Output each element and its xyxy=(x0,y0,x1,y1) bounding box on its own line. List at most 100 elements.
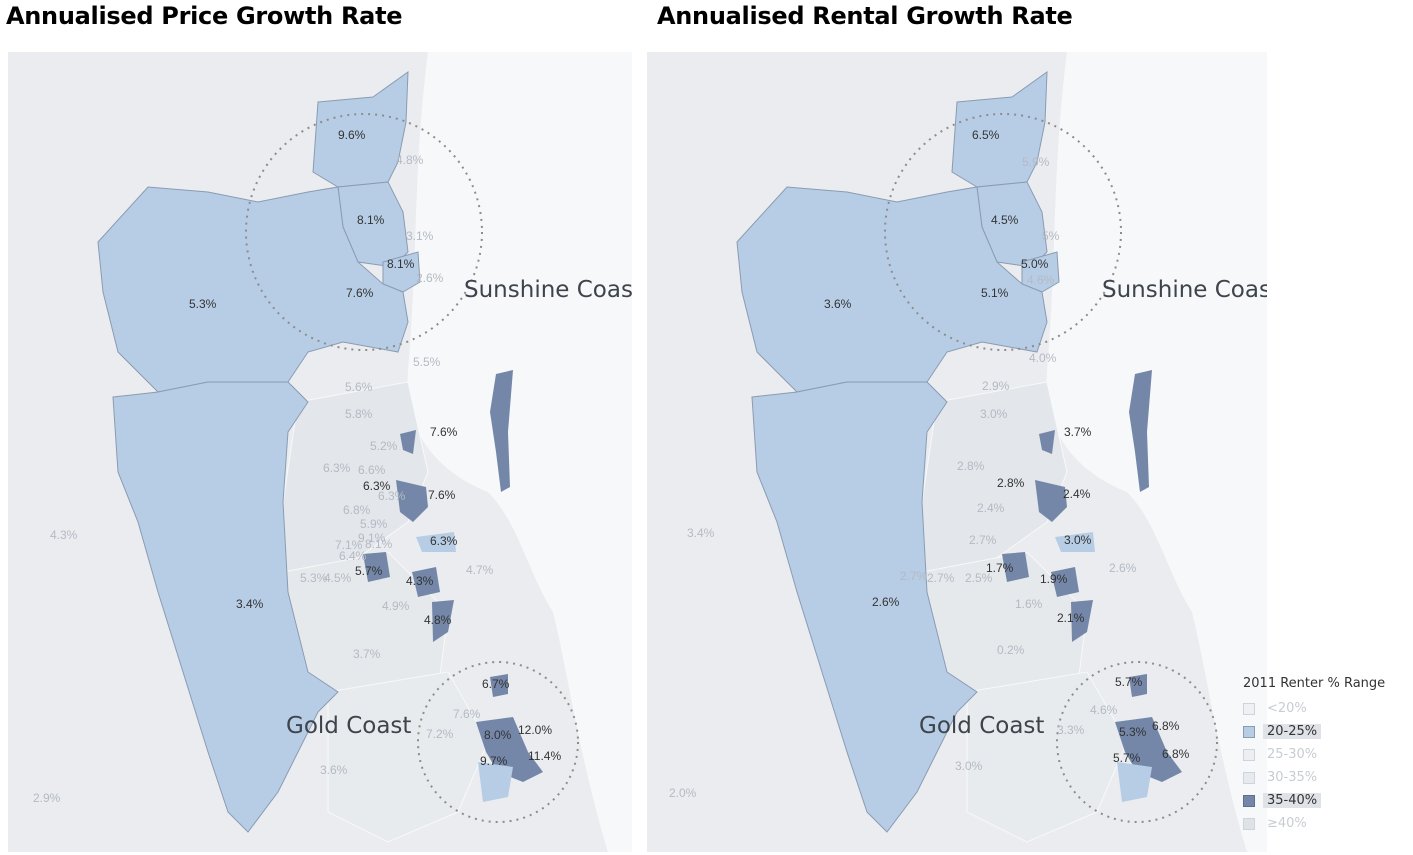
label: 12.0% xyxy=(518,723,552,737)
svg-text:2.8%: 2.8% xyxy=(957,459,985,473)
svg-text:5.9%: 5.9% xyxy=(1022,155,1050,169)
price-growth-map[interactable]: 9.6% 8.1% 8.1% 7.6% 5.3% 3.4% 7.6% 6.3% … xyxy=(8,52,632,852)
label: 6.3% xyxy=(363,479,391,493)
legend-swatch xyxy=(1243,771,1255,784)
label: 8.1% xyxy=(387,257,415,271)
legend-label: 35-40% xyxy=(1263,793,1322,808)
map-legend: 2011 Renter % Range <20% 20-25% 25-30% 3… xyxy=(1243,676,1411,835)
svg-text:6.8%: 6.8% xyxy=(343,503,371,517)
svg-text:5.6%: 5.6% xyxy=(345,380,373,394)
legend-swatch xyxy=(1243,702,1255,715)
svg-text:3.6%: 3.6% xyxy=(320,763,348,777)
svg-text:3.0%: 3.0% xyxy=(980,407,1008,421)
svg-text:0.2%: 0.2% xyxy=(997,643,1025,657)
svg-text:5.2%: 5.2% xyxy=(370,439,398,453)
svg-text:3.7%: 3.7% xyxy=(353,647,381,661)
legend-item[interactable]: 30-35% xyxy=(1243,766,1411,789)
legend-label: 30-35% xyxy=(1267,770,1318,785)
svg-text:4.5%: 4.5% xyxy=(324,571,352,585)
svg-text:7.1%: 7.1% xyxy=(335,538,363,552)
svg-text:1.6%: 1.6% xyxy=(1015,597,1043,611)
rental-map-title: Annualised Rental Growth Rate xyxy=(657,2,1073,30)
svg-text:4.6%: 4.6% xyxy=(1090,703,1118,717)
svg-text:6.3%: 6.3% xyxy=(323,461,351,475)
legend-swatch xyxy=(1243,794,1255,807)
svg-text:9.1%: 9.1% xyxy=(358,531,386,545)
legend-item[interactable]: 35-40% xyxy=(1243,789,1411,812)
label: 2.1% xyxy=(1057,611,1085,625)
label: 4.8% xyxy=(424,613,452,627)
rental-growth-map[interactable]: 6.5% 4.5% 5.0% 5.1% 3.6% 2.6% 3.7% 2.8% … xyxy=(647,52,1267,852)
island-moreton xyxy=(1129,370,1152,492)
legend-label: ≥40% xyxy=(1267,816,1307,831)
legend-title: 2011 Renter % Range xyxy=(1243,676,1386,691)
ocean xyxy=(407,52,632,852)
svg-text:5.9%: 5.9% xyxy=(360,517,388,531)
region-sunshine-north xyxy=(951,70,1048,188)
label: 6.3% xyxy=(430,534,458,548)
gold-coast-circle xyxy=(1056,661,1218,823)
svg-text:5.5%: 5.5% xyxy=(413,355,441,369)
svg-text:4.0%: 4.0% xyxy=(1029,351,1057,365)
svg-text:4.8%: 4.8% xyxy=(396,153,424,167)
legend-swatch xyxy=(1243,725,1255,738)
legend-swatch xyxy=(1243,748,1255,761)
label: 4.5% xyxy=(991,213,1019,227)
legend-item[interactable]: 25-30% xyxy=(1243,743,1411,766)
label: 5.3% xyxy=(189,297,217,311)
label: 8.1% xyxy=(357,213,385,227)
label: 4.3% xyxy=(406,574,434,588)
svg-text:3.3%: 3.3% xyxy=(1057,723,1085,737)
legend-item[interactable]: <20% xyxy=(1243,697,1411,720)
label: 7.6% xyxy=(430,425,458,439)
gold-coast-label: Gold Coast xyxy=(286,713,411,739)
svg-text:8.1%: 8.1% xyxy=(365,537,393,551)
sunshine-coast-circle xyxy=(884,113,1122,351)
svg-text:2.4%: 2.4% xyxy=(977,501,1005,515)
price-map-title: Annualised Price Growth Rate xyxy=(6,2,403,30)
svg-text:4.3%: 4.3% xyxy=(50,528,78,542)
svg-text:2.5%: 2.5% xyxy=(965,571,993,585)
sunshine-coast-label: Sunshine Coast xyxy=(464,277,632,303)
region-inland xyxy=(112,381,339,833)
legend-label: <20% xyxy=(1267,701,1307,716)
svg-text:4.7%: 4.7% xyxy=(466,563,494,577)
svg-text:4.9%: 4.9% xyxy=(382,599,410,613)
label: 9.6% xyxy=(338,128,366,142)
legend-item[interactable]: 20-25% xyxy=(1243,720,1411,743)
label: 5.7% xyxy=(1113,751,1141,765)
svg-text:2.6%: 2.6% xyxy=(1109,561,1137,575)
svg-text:6.3%: 6.3% xyxy=(378,489,406,503)
label: 5.1% xyxy=(981,286,1009,300)
svg-text:2.7%: 2.7% xyxy=(969,533,997,547)
region-inland xyxy=(751,381,978,833)
sunshine-coast-circle xyxy=(245,113,483,351)
svg-text:5.8%: 5.8% xyxy=(345,407,373,421)
label: 9.7% xyxy=(480,754,508,768)
svg-text:2.9%: 2.9% xyxy=(33,791,61,805)
label: 11.4% xyxy=(528,749,561,763)
rental-map-canvas: 6.5% 4.5% 5.0% 5.1% 3.6% 2.6% 3.7% 2.8% … xyxy=(647,52,1267,852)
gold-coast-label: Gold Coast xyxy=(919,713,1044,739)
svg-text:2.6%: 2.6% xyxy=(416,271,444,285)
ocean xyxy=(1046,52,1267,852)
legend-label: 20-25% xyxy=(1263,724,1322,739)
gold-coast-circle xyxy=(417,661,579,823)
region-sunshine-north xyxy=(312,70,409,188)
label: 2.4% xyxy=(1063,487,1091,501)
region-sunshine-east xyxy=(382,251,421,293)
label: 7.6% xyxy=(346,286,374,300)
svg-text:3.4%: 3.4% xyxy=(687,526,715,540)
legend-item[interactable]: ≥40% xyxy=(1243,812,1411,835)
label: 6.7% xyxy=(482,677,510,691)
svg-text:2.7%: 2.7% xyxy=(927,571,955,585)
label: 6.8% xyxy=(1162,747,1190,761)
label: 6.5% xyxy=(972,128,1000,142)
legend-label: 25-30% xyxy=(1267,747,1318,762)
label: 8.0% xyxy=(484,728,512,742)
label: 6.8% xyxy=(1152,719,1180,733)
legend-swatch xyxy=(1243,817,1255,830)
label: 2.6% xyxy=(872,595,900,609)
label: 5.7% xyxy=(1115,675,1143,689)
label: 3.4% xyxy=(236,597,264,611)
